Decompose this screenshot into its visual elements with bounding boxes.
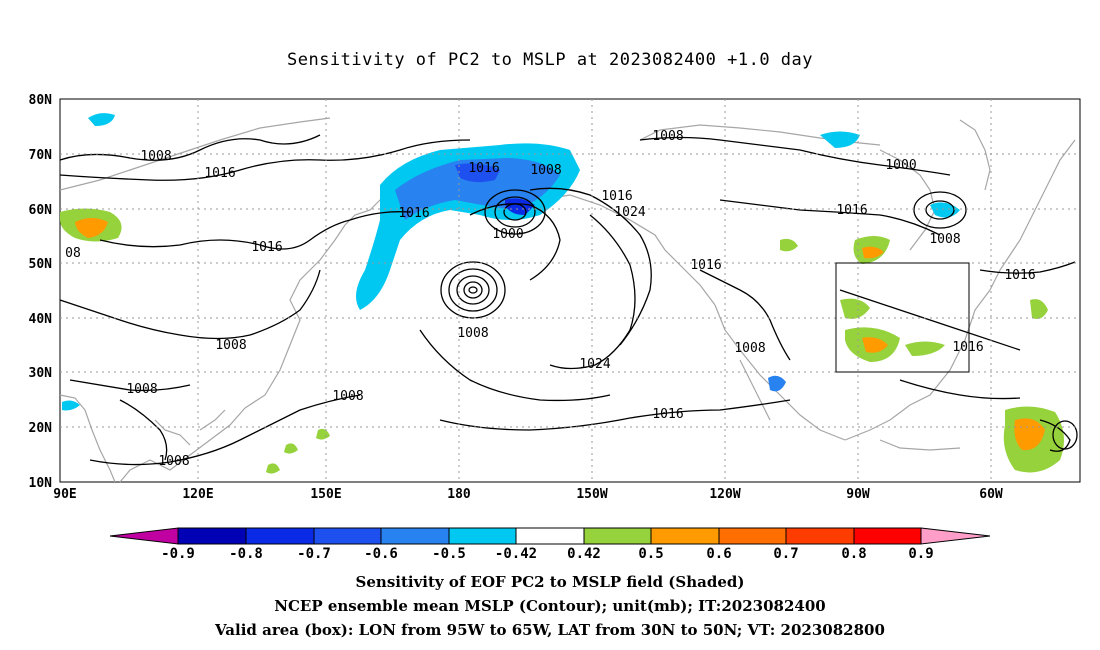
contour-label: 1008 <box>140 149 171 164</box>
plot-title: Sensitivity of PC2 to MSLP at 2023082400… <box>286 50 813 70</box>
colorbar-bin <box>650 527 720 545</box>
colorbar-label: 0.6 <box>706 546 731 562</box>
contour-label: 1000 <box>885 158 916 173</box>
colorbar-high-arrow <box>920 527 991 545</box>
colorbar-bin <box>853 527 922 545</box>
valid-area-box <box>835 262 970 373</box>
contour-label: 1008 <box>530 163 561 178</box>
contour-label: 1016 <box>601 189 632 204</box>
contour-label: 1008 <box>332 389 363 404</box>
contour-label: 1016 <box>836 203 867 218</box>
map-frame <box>59 98 1081 483</box>
lat-label: 60N <box>29 203 53 218</box>
colorbar-low-arrow <box>109 527 179 545</box>
colorbar <box>109 527 991 545</box>
contour-label: 1024 <box>579 357 610 372</box>
contour-label: 1000 <box>492 227 523 242</box>
contour-label: 1016 <box>652 407 683 422</box>
closed-low-contours <box>440 189 1078 450</box>
colorbar-bin <box>515 527 585 545</box>
lon-label: 180 <box>447 487 471 502</box>
contour-label: 1016 <box>952 340 983 355</box>
lon-label: 120W <box>709 487 740 502</box>
contour-label: 1016 <box>690 258 721 273</box>
colorbar-labels: -0.9 -0.8 -0.7 -0.6 -0.5 -0.42 0.42 0.5 … <box>161 546 934 562</box>
contour-label: 1016 <box>1004 268 1035 283</box>
lon-label: 60W <box>979 487 1003 502</box>
contour-label: 1016 <box>204 166 235 181</box>
lon-label: 150W <box>576 487 607 502</box>
contour-label: 1008 <box>158 454 189 469</box>
caption-line-3: Valid area (box): LON from 95W to 65W, L… <box>215 621 885 639</box>
lon-label: 150E <box>310 487 341 502</box>
mslp-contours <box>59 134 1076 466</box>
colorbar-label: 0.8 <box>841 546 866 562</box>
caption-line-1: Sensitivity of EOF PC2 to MSLP field (Sh… <box>355 573 745 591</box>
colorbar-label: -0.8 <box>229 546 263 562</box>
colorbar-label: -0.6 <box>364 546 398 562</box>
colorbar-bin <box>583 527 652 545</box>
contour-label: 1008 <box>215 338 246 353</box>
lat-label: 50N <box>29 257 53 272</box>
contour-label: 1016 <box>251 240 282 255</box>
contour-label: 1008 <box>652 129 683 144</box>
contour-label: 08 <box>65 246 81 261</box>
longitude-labels: 90E 120E 150E 180 150W 120W 90W 60W <box>53 487 1003 502</box>
lat-label: 40N <box>29 312 53 327</box>
contour-label: 1008 <box>734 341 765 356</box>
lat-label: 10N <box>29 476 53 491</box>
contour-label: 1016 <box>468 161 499 176</box>
colorbar-bin <box>313 527 382 545</box>
colorbar-label: -0.42 <box>495 546 537 562</box>
colorbar-bin <box>177 527 247 545</box>
contour-label: 1016 <box>398 206 429 221</box>
contour-label: 1008 <box>929 232 960 247</box>
lon-label: 90E <box>53 487 76 502</box>
colorbar-label: 0.42 <box>567 546 601 562</box>
colorbar-bin <box>245 527 315 545</box>
contour-label: 1024 <box>614 205 645 220</box>
contour-label: 1008 <box>126 382 157 397</box>
colorbar-label: 0.9 <box>908 546 933 562</box>
colorbar-bin <box>785 527 855 545</box>
caption-line-2: NCEP ensemble mean MSLP (Contour); unit(… <box>274 597 826 615</box>
lon-label: 120E <box>182 487 213 502</box>
positive-sensitivity-shading <box>60 208 1064 474</box>
colorbar-bin <box>718 527 787 545</box>
colorbar-label: -0.7 <box>297 546 331 562</box>
colorbar-label: 0.5 <box>638 546 663 562</box>
grid-lines <box>60 99 1080 482</box>
lat-label: 20N <box>29 421 53 436</box>
contour-label: 1008 <box>457 326 488 341</box>
lat-label: 80N <box>29 93 53 108</box>
lat-label: 30N <box>29 366 53 381</box>
colorbar-bin <box>448 527 517 545</box>
latitude-labels: 80N 70N 60N 50N 40N 30N 20N 10N <box>29 93 53 491</box>
contour-labels: 1008 1016 1016 1008 1016 1008 1016 1024 … <box>65 129 1035 469</box>
lat-label: 70N <box>29 148 53 163</box>
colorbar-label: -0.5 <box>432 546 466 562</box>
colorbar-bin <box>380 527 450 545</box>
colorbar-label: 0.7 <box>773 546 798 562</box>
lon-label: 90W <box>846 487 870 502</box>
colorbar-label: -0.9 <box>161 546 195 562</box>
